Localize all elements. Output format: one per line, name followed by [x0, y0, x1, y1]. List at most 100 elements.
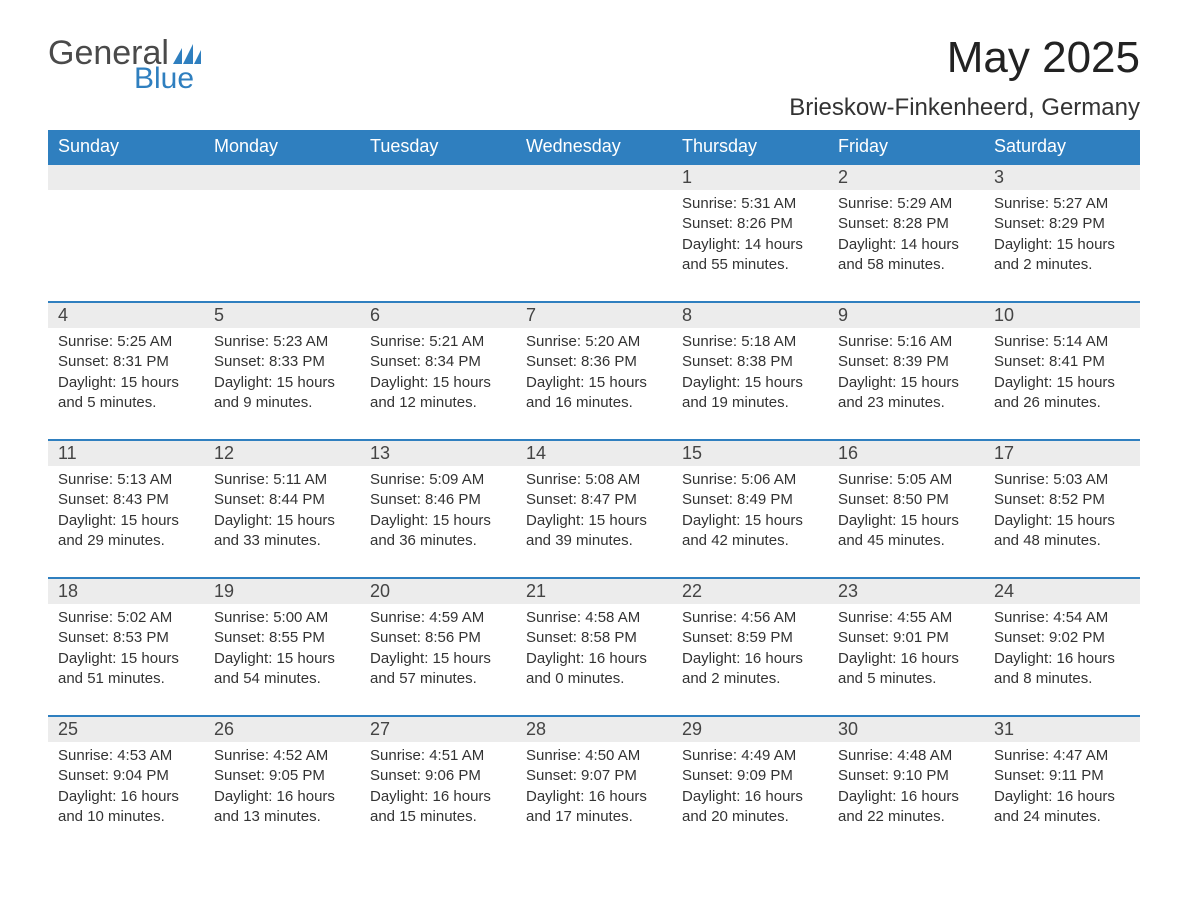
day-number-cell	[360, 164, 516, 190]
dayname: Thursday	[672, 130, 828, 164]
day-detail-cell: Sunrise: 4:55 AMSunset: 9:01 PMDaylight:…	[828, 604, 984, 716]
sunrise-line: Sunrise: 4:59 AM	[370, 608, 506, 628]
day-detail-cell: Sunrise: 5:02 AMSunset: 8:53 PMDaylight:…	[48, 604, 204, 716]
daylight-line: Daylight: 15 hours and 29 minutes.	[58, 511, 194, 552]
sunset-line: Sunset: 9:10 PM	[838, 766, 974, 786]
day-number-cell: 10	[984, 302, 1140, 328]
daylight-line: Daylight: 16 hours and 17 minutes.	[526, 787, 662, 828]
sunset-line: Sunset: 8:59 PM	[682, 628, 818, 648]
day-number-cell: 18	[48, 578, 204, 604]
daylight-line: Daylight: 16 hours and 13 minutes.	[214, 787, 350, 828]
daylight-line: Daylight: 16 hours and 10 minutes.	[58, 787, 194, 828]
day-number-cell: 17	[984, 440, 1140, 466]
day-number-cell: 2	[828, 164, 984, 190]
day-detail-cell: Sunrise: 4:56 AMSunset: 8:59 PMDaylight:…	[672, 604, 828, 716]
daylight-line: Daylight: 15 hours and 23 minutes.	[838, 373, 974, 414]
sunset-line: Sunset: 8:39 PM	[838, 352, 974, 372]
sunset-line: Sunset: 8:29 PM	[994, 214, 1130, 234]
day-number-cell: 5	[204, 302, 360, 328]
sunset-line: Sunset: 8:47 PM	[526, 490, 662, 510]
daylight-line: Daylight: 15 hours and 33 minutes.	[214, 511, 350, 552]
sunrise-line: Sunrise: 5:25 AM	[58, 332, 194, 352]
sunrise-line: Sunrise: 4:52 AM	[214, 746, 350, 766]
location: Brieskow-Finkenheerd, Germany	[789, 94, 1140, 122]
calendar-table: Sunday Monday Tuesday Wednesday Thursday…	[48, 130, 1140, 835]
sunset-line: Sunset: 9:02 PM	[994, 628, 1130, 648]
sunset-line: Sunset: 9:04 PM	[58, 766, 194, 786]
day-number-cell: 25	[48, 716, 204, 742]
day-detail-row: Sunrise: 4:53 AMSunset: 9:04 PMDaylight:…	[48, 742, 1140, 835]
sunrise-line: Sunrise: 4:48 AM	[838, 746, 974, 766]
sunrise-line: Sunrise: 5:27 AM	[994, 194, 1130, 214]
day-number-cell: 7	[516, 302, 672, 328]
sunset-line: Sunset: 8:34 PM	[370, 352, 506, 372]
day-number-cell: 28	[516, 716, 672, 742]
sunrise-line: Sunrise: 5:13 AM	[58, 470, 194, 490]
daylight-line: Daylight: 15 hours and 39 minutes.	[526, 511, 662, 552]
day-detail-cell	[48, 190, 204, 302]
daylight-line: Daylight: 15 hours and 2 minutes.	[994, 235, 1130, 276]
day-detail-cell: Sunrise: 5:23 AMSunset: 8:33 PMDaylight:…	[204, 328, 360, 440]
sunset-line: Sunset: 9:11 PM	[994, 766, 1130, 786]
sunrise-line: Sunrise: 4:58 AM	[526, 608, 662, 628]
day-detail-cell: Sunrise: 5:21 AMSunset: 8:34 PMDaylight:…	[360, 328, 516, 440]
sunrise-line: Sunrise: 4:49 AM	[682, 746, 818, 766]
daylight-line: Daylight: 15 hours and 16 minutes.	[526, 373, 662, 414]
day-number-cell: 1	[672, 164, 828, 190]
day-detail-row: Sunrise: 5:25 AMSunset: 8:31 PMDaylight:…	[48, 328, 1140, 440]
day-number-cell: 29	[672, 716, 828, 742]
day-detail-cell: Sunrise: 4:50 AMSunset: 9:07 PMDaylight:…	[516, 742, 672, 835]
daylight-line: Daylight: 15 hours and 48 minutes.	[994, 511, 1130, 552]
sunset-line: Sunset: 9:07 PM	[526, 766, 662, 786]
day-detail-row: Sunrise: 5:31 AMSunset: 8:26 PMDaylight:…	[48, 190, 1140, 302]
day-number-cell: 31	[984, 716, 1140, 742]
daylight-line: Daylight: 15 hours and 42 minutes.	[682, 511, 818, 552]
sunset-line: Sunset: 8:38 PM	[682, 352, 818, 372]
day-detail-cell: Sunrise: 5:03 AMSunset: 8:52 PMDaylight:…	[984, 466, 1140, 578]
day-detail-cell: Sunrise: 4:53 AMSunset: 9:04 PMDaylight:…	[48, 742, 204, 835]
sunset-line: Sunset: 8:50 PM	[838, 490, 974, 510]
day-detail-cell: Sunrise: 4:47 AMSunset: 9:11 PMDaylight:…	[984, 742, 1140, 835]
day-number-row: 123	[48, 164, 1140, 190]
daylight-line: Daylight: 15 hours and 5 minutes.	[58, 373, 194, 414]
dayname: Monday	[204, 130, 360, 164]
dayname: Sunday	[48, 130, 204, 164]
day-detail-cell: Sunrise: 5:25 AMSunset: 8:31 PMDaylight:…	[48, 328, 204, 440]
day-number-cell: 4	[48, 302, 204, 328]
daylight-line: Daylight: 16 hours and 5 minutes.	[838, 649, 974, 690]
daylight-line: Daylight: 14 hours and 58 minutes.	[838, 235, 974, 276]
daylight-line: Daylight: 16 hours and 2 minutes.	[682, 649, 818, 690]
day-detail-cell: Sunrise: 5:29 AMSunset: 8:28 PMDaylight:…	[828, 190, 984, 302]
sunset-line: Sunset: 9:05 PM	[214, 766, 350, 786]
logo-text-blue: Blue	[134, 64, 201, 94]
daylight-line: Daylight: 16 hours and 15 minutes.	[370, 787, 506, 828]
day-number-cell: 3	[984, 164, 1140, 190]
day-detail-cell: Sunrise: 4:49 AMSunset: 9:09 PMDaylight:…	[672, 742, 828, 835]
day-detail-cell	[516, 190, 672, 302]
daylight-line: Daylight: 15 hours and 26 minutes.	[994, 373, 1130, 414]
day-number-cell: 20	[360, 578, 516, 604]
sunset-line: Sunset: 8:28 PM	[838, 214, 974, 234]
sunset-line: Sunset: 8:41 PM	[994, 352, 1130, 372]
day-detail-cell: Sunrise: 4:54 AMSunset: 9:02 PMDaylight:…	[984, 604, 1140, 716]
day-detail-cell: Sunrise: 4:58 AMSunset: 8:58 PMDaylight:…	[516, 604, 672, 716]
sunset-line: Sunset: 8:49 PM	[682, 490, 818, 510]
day-detail-cell: Sunrise: 5:31 AMSunset: 8:26 PMDaylight:…	[672, 190, 828, 302]
sunrise-line: Sunrise: 5:23 AM	[214, 332, 350, 352]
day-number-cell: 11	[48, 440, 204, 466]
day-number-cell	[204, 164, 360, 190]
dayname: Wednesday	[516, 130, 672, 164]
day-detail-row: Sunrise: 5:02 AMSunset: 8:53 PMDaylight:…	[48, 604, 1140, 716]
title-block: May 2025 Brieskow-Finkenheerd, Germany	[789, 36, 1140, 122]
daylight-line: Daylight: 15 hours and 9 minutes.	[214, 373, 350, 414]
sunset-line: Sunset: 9:01 PM	[838, 628, 974, 648]
daylight-line: Daylight: 14 hours and 55 minutes.	[682, 235, 818, 276]
day-number-cell: 14	[516, 440, 672, 466]
sunset-line: Sunset: 8:36 PM	[526, 352, 662, 372]
day-number-cell: 26	[204, 716, 360, 742]
sunrise-line: Sunrise: 4:50 AM	[526, 746, 662, 766]
day-number-row: 11121314151617	[48, 440, 1140, 466]
sunrise-line: Sunrise: 4:56 AM	[682, 608, 818, 628]
day-detail-cell: Sunrise: 5:11 AMSunset: 8:44 PMDaylight:…	[204, 466, 360, 578]
day-detail-cell: Sunrise: 5:18 AMSunset: 8:38 PMDaylight:…	[672, 328, 828, 440]
